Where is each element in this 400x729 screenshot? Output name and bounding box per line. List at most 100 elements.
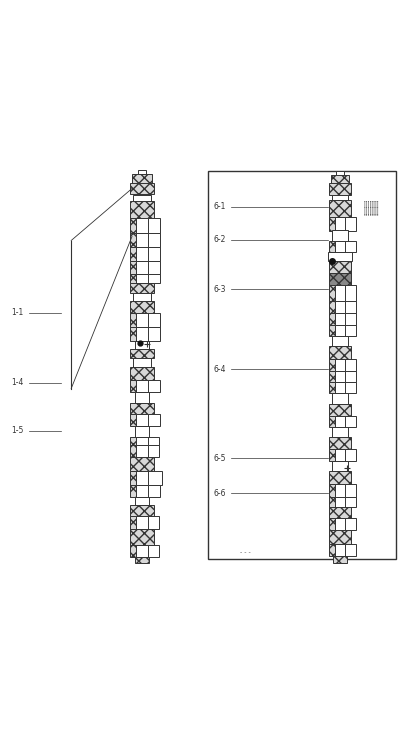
Bar <box>329 496 335 507</box>
Bar <box>333 555 347 563</box>
Bar <box>130 529 154 545</box>
Bar <box>336 171 344 174</box>
Bar <box>145 380 160 391</box>
Bar <box>130 200 154 218</box>
Bar <box>136 414 148 426</box>
Bar <box>135 391 149 402</box>
Bar <box>343 544 356 555</box>
Bar <box>329 530 351 544</box>
Bar <box>332 461 348 471</box>
Bar <box>335 382 345 394</box>
Bar <box>343 301 356 313</box>
Bar <box>133 358 151 367</box>
Bar <box>130 367 154 380</box>
Bar <box>145 260 160 274</box>
Bar <box>136 233 148 246</box>
Bar <box>332 230 348 241</box>
Bar <box>145 233 160 246</box>
Bar <box>343 371 356 382</box>
Bar <box>145 313 160 327</box>
Bar <box>329 484 335 496</box>
Bar <box>136 437 148 445</box>
Bar <box>329 261 351 273</box>
Bar <box>130 380 136 391</box>
Bar <box>130 348 154 358</box>
Bar <box>335 416 345 426</box>
Bar <box>144 545 160 556</box>
Bar <box>329 346 351 359</box>
Bar <box>135 426 149 437</box>
Bar <box>335 496 345 507</box>
Bar <box>329 324 335 335</box>
Bar <box>136 260 148 274</box>
Bar <box>130 327 136 340</box>
Bar <box>130 470 136 485</box>
Bar <box>130 300 154 313</box>
Bar <box>335 449 345 461</box>
Text: 6-6: 6-6 <box>214 489 226 498</box>
Bar <box>130 274 136 284</box>
Bar <box>329 382 335 394</box>
Bar <box>329 437 351 449</box>
Bar <box>329 471 351 484</box>
Bar <box>135 340 149 348</box>
Bar <box>138 170 146 174</box>
Bar <box>329 200 351 217</box>
Bar <box>329 518 335 530</box>
Bar <box>329 371 335 382</box>
Bar <box>329 301 335 313</box>
Bar <box>145 247 160 260</box>
Bar <box>208 171 396 558</box>
Bar <box>343 382 356 394</box>
Bar <box>335 359 345 371</box>
Bar <box>144 470 162 485</box>
Bar <box>130 414 136 426</box>
Bar <box>136 380 148 391</box>
Bar <box>133 293 151 300</box>
Bar <box>335 241 345 252</box>
Bar <box>136 445 148 456</box>
Bar <box>130 486 136 496</box>
Bar <box>145 218 160 233</box>
Bar <box>130 456 154 470</box>
Bar <box>145 414 160 426</box>
Bar <box>343 416 356 426</box>
Bar <box>332 426 348 437</box>
Bar <box>328 252 352 261</box>
Bar <box>144 515 160 529</box>
Bar <box>329 182 351 195</box>
Bar <box>329 284 335 301</box>
Bar <box>343 518 356 530</box>
Bar <box>130 402 154 414</box>
Bar <box>130 504 154 515</box>
Bar <box>343 241 356 252</box>
Bar <box>335 324 345 335</box>
Bar <box>130 218 136 233</box>
Bar <box>136 247 148 260</box>
Bar <box>145 327 160 340</box>
Bar <box>331 174 349 182</box>
Bar <box>130 313 136 327</box>
Bar <box>343 359 356 371</box>
Bar <box>329 544 335 555</box>
Text: 1-1: 1-1 <box>11 308 24 317</box>
Text: 6-2: 6-2 <box>214 235 226 244</box>
Bar <box>335 518 345 530</box>
Bar <box>343 496 356 507</box>
Bar <box>335 484 345 496</box>
Bar <box>130 183 154 194</box>
Bar <box>130 545 136 556</box>
Bar <box>130 284 154 293</box>
Bar <box>343 484 356 496</box>
Bar <box>343 217 356 230</box>
Bar <box>335 217 345 230</box>
Bar <box>145 274 160 284</box>
Bar <box>136 470 148 485</box>
Bar <box>343 313 356 324</box>
Bar <box>132 174 152 183</box>
Bar <box>329 416 335 426</box>
Bar <box>130 233 136 246</box>
Text: - - -: - - - <box>240 550 251 555</box>
Bar <box>130 515 136 529</box>
Text: 6-3: 6-3 <box>214 285 226 294</box>
